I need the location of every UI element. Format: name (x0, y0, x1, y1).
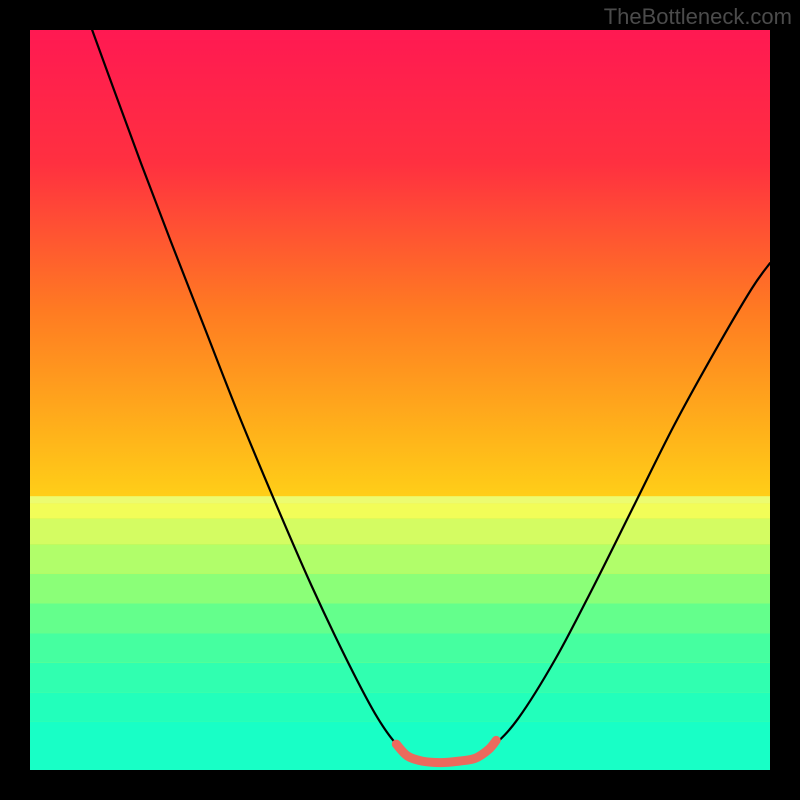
band-8 (30, 692, 770, 722)
chart-svg (0, 0, 800, 800)
bottleneck-chart: TheBottleneck.com (0, 0, 800, 800)
band-1 (30, 504, 770, 519)
band-7 (30, 663, 770, 693)
band-2 (30, 518, 770, 544)
watermark-text: TheBottleneck.com (604, 4, 792, 30)
band-0 (30, 496, 770, 503)
band-3 (30, 544, 770, 574)
band-5 (30, 604, 770, 634)
band-6 (30, 633, 770, 663)
band-4 (30, 574, 770, 604)
